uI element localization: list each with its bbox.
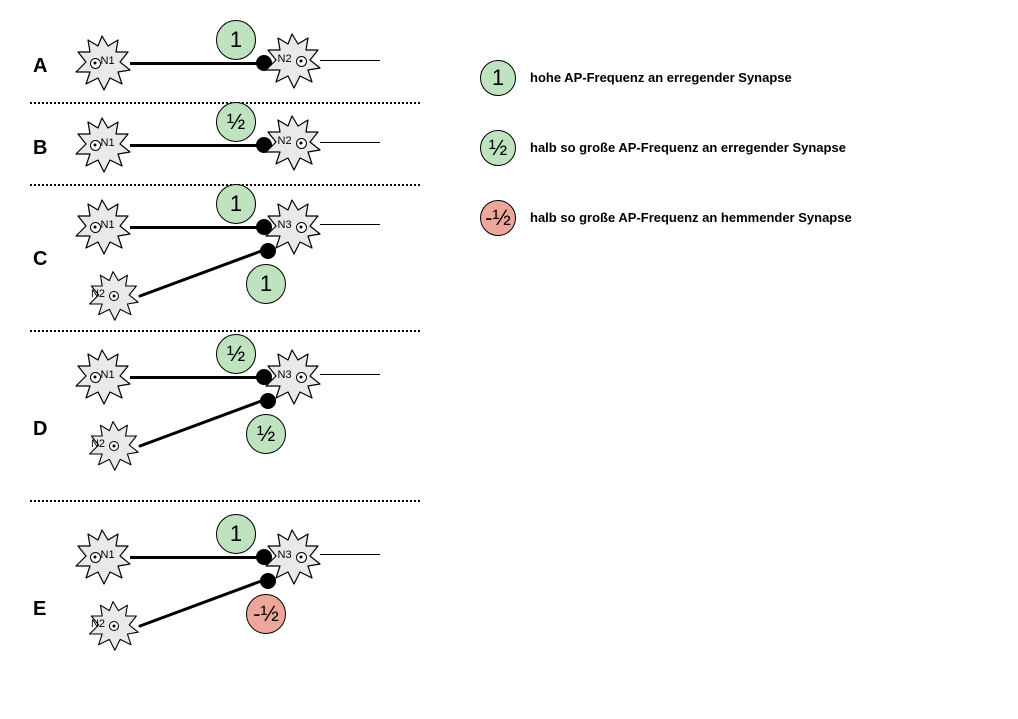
nucleus-icon (90, 372, 101, 383)
nucleus-icon (90, 58, 101, 69)
post-axon (320, 142, 380, 143)
nucleus-icon (90, 140, 101, 151)
neuron-label: N3 (278, 370, 292, 381)
row-divider (30, 500, 420, 502)
row-label-a: A (33, 55, 47, 78)
post-axon (320, 374, 380, 375)
legend-text: halb so große AP-Frequenz an erregender … (530, 140, 846, 155)
neuron-n1: N1 (72, 32, 132, 92)
neuron-n2: N2 (86, 418, 140, 472)
nucleus-icon (296, 552, 307, 563)
bubble-symbol: 1 (492, 67, 504, 89)
neuron-label: N2 (91, 619, 105, 630)
axon (130, 376, 258, 379)
neuron-label: N2 (278, 136, 292, 147)
legend-text: halb so große AP-Frequenz an hemmender S… (530, 210, 852, 225)
frequency-bubble: -½ (246, 594, 286, 634)
row-label-b: B (33, 137, 47, 160)
frequency-bubble: ½ (216, 102, 256, 142)
neuron-label: N1 (101, 56, 115, 67)
nucleus-icon (90, 552, 101, 563)
row-label-d: D (33, 418, 47, 441)
bubble-symbol: ½ (489, 137, 507, 159)
post-axon (320, 224, 380, 225)
nucleus-icon (296, 138, 307, 149)
bubble-symbol: ½ (227, 111, 245, 133)
neuron-n1: N1 (72, 114, 132, 174)
neuron-n1: N1 (72, 196, 132, 256)
bubble-symbol: 1 (260, 273, 272, 295)
bubble-symbol: 1 (230, 29, 242, 51)
neuron-label: N3 (278, 220, 292, 231)
neuron-label: N2 (91, 289, 105, 300)
nucleus-icon (296, 222, 307, 233)
neuron-label: N1 (101, 220, 115, 231)
nucleus-icon (109, 441, 119, 451)
neuron-label: N1 (101, 138, 115, 149)
nucleus-icon (90, 222, 101, 233)
legend-bubble: ½ (480, 130, 516, 166)
frequency-bubble: 1 (216, 514, 256, 554)
neuron-label: N3 (278, 550, 292, 561)
bubble-symbol: -½ (485, 207, 511, 229)
frequency-bubble: ½ (246, 414, 286, 454)
neuron-n2: N2 (262, 112, 322, 172)
legend-bubble: 1 (480, 60, 516, 96)
legend-bubble: -½ (480, 200, 516, 236)
legend-text: hohe AP-Frequenz an erregender Synapse (530, 70, 792, 85)
nucleus-icon (296, 56, 307, 67)
bubble-symbol: ½ (257, 423, 275, 445)
neuron-n3: N3 (262, 526, 322, 586)
axon (130, 144, 258, 147)
bubble-symbol: 1 (230, 193, 242, 215)
nucleus-icon (109, 291, 119, 301)
post-axon (320, 554, 380, 555)
neuron-n1: N1 (72, 346, 132, 406)
neuron-label: N1 (101, 370, 115, 381)
neuron-n3: N3 (262, 196, 322, 256)
nucleus-icon (109, 621, 119, 631)
axon (130, 226, 258, 229)
bubble-symbol: -½ (253, 603, 279, 625)
post-axon (320, 60, 380, 61)
frequency-bubble: 1 (216, 20, 256, 60)
row-divider (30, 330, 420, 332)
neuron-n2: N2 (86, 268, 140, 322)
axon (130, 62, 258, 65)
nucleus-icon (296, 372, 307, 383)
bubble-symbol: ½ (227, 343, 245, 365)
neuron-label: N2 (91, 439, 105, 450)
neuron-n1: N1 (72, 526, 132, 586)
frequency-bubble: ½ (216, 334, 256, 374)
neuron-label: N2 (278, 54, 292, 65)
frequency-bubble: 1 (246, 264, 286, 304)
neuron-label: N1 (101, 550, 115, 561)
neuron-n3: N3 (262, 346, 322, 406)
bubble-symbol: 1 (230, 523, 242, 545)
frequency-bubble: 1 (216, 184, 256, 224)
diagram-stage: A N1 N2 1 B N1 N2 ½ C N1 N2 N3 1 1 D N1 N2 N3 ½ ½… (0, 0, 1018, 719)
row-label-c: C (33, 248, 47, 271)
neuron-n2: N2 (86, 598, 140, 652)
neuron-n2: N2 (262, 30, 322, 90)
row-label-e: E (33, 598, 46, 621)
axon (130, 556, 258, 559)
